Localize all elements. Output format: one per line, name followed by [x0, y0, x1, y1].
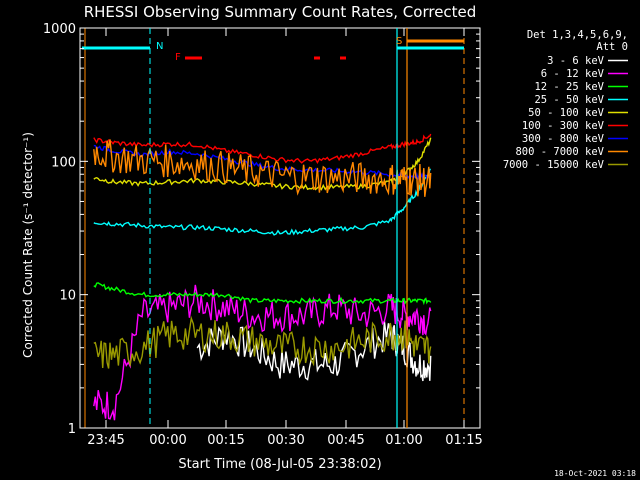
footer-timestamp: 18-Oct-2021 03:18: [554, 469, 636, 478]
y-tick-label: 1000: [43, 22, 76, 37]
legend-header: Att 0: [596, 41, 628, 53]
legend-header: Det 1,3,4,5,6,9,: [527, 29, 628, 41]
series-line: [93, 139, 432, 197]
legend-label: 12 - 25 keV: [534, 81, 604, 93]
x-tick-label: 00:30: [267, 433, 304, 448]
plot-area: [79, 27, 481, 429]
series-line: [93, 284, 432, 421]
plot-frame: [79, 27, 481, 429]
axes: 23:45 00:00 00:15 00:30 00:45 01:00 01:15 1 10 10…: [43, 22, 483, 448]
series-line: [93, 282, 432, 306]
flag-label: F: [175, 52, 181, 63]
legend-label: 6 - 12 keV: [541, 68, 605, 80]
flag-layer: N F S: [82, 28, 465, 428]
legend-label: 3 - 6 keV: [547, 55, 605, 67]
series-line: [93, 133, 432, 165]
legend-label: 50 - 100 keV: [528, 107, 605, 119]
chart-title: RHESSI Observing Summary Count Rates, Co…: [84, 3, 477, 21]
x-tick-label: 23:45: [87, 433, 124, 448]
legend-label: 7000 - 15000 keV: [503, 159, 605, 171]
legend-label: 300 - 800 keV: [522, 133, 605, 145]
x-tick-label: 00:00: [149, 433, 186, 448]
legend-label: 800 - 7000 keV: [515, 146, 604, 158]
x-tick-label: 01:15: [445, 433, 482, 448]
legend-label: 100 - 300 keV: [522, 120, 605, 132]
y-tick-label: 100: [51, 155, 76, 170]
series-line: [93, 315, 432, 369]
x-axis-label: Start Time (08-Jul-05 23:38:02): [178, 457, 381, 472]
y-tick-label: 10: [59, 289, 76, 304]
y-tick-label: 1: [68, 422, 76, 437]
series-line: [93, 168, 431, 236]
y-axis-label: Corrected Count Rate (s⁻¹ detector⁻¹): [21, 132, 35, 358]
flag-label: N: [156, 41, 163, 52]
legend-label: 25 - 50 keV: [534, 94, 604, 106]
series-layer: [93, 133, 432, 421]
flag-label: S: [396, 36, 402, 47]
x-tick-label: 00:15: [207, 433, 244, 448]
x-tick-label: 00:45: [327, 433, 364, 448]
x-tick-label: 01:00: [385, 433, 422, 448]
